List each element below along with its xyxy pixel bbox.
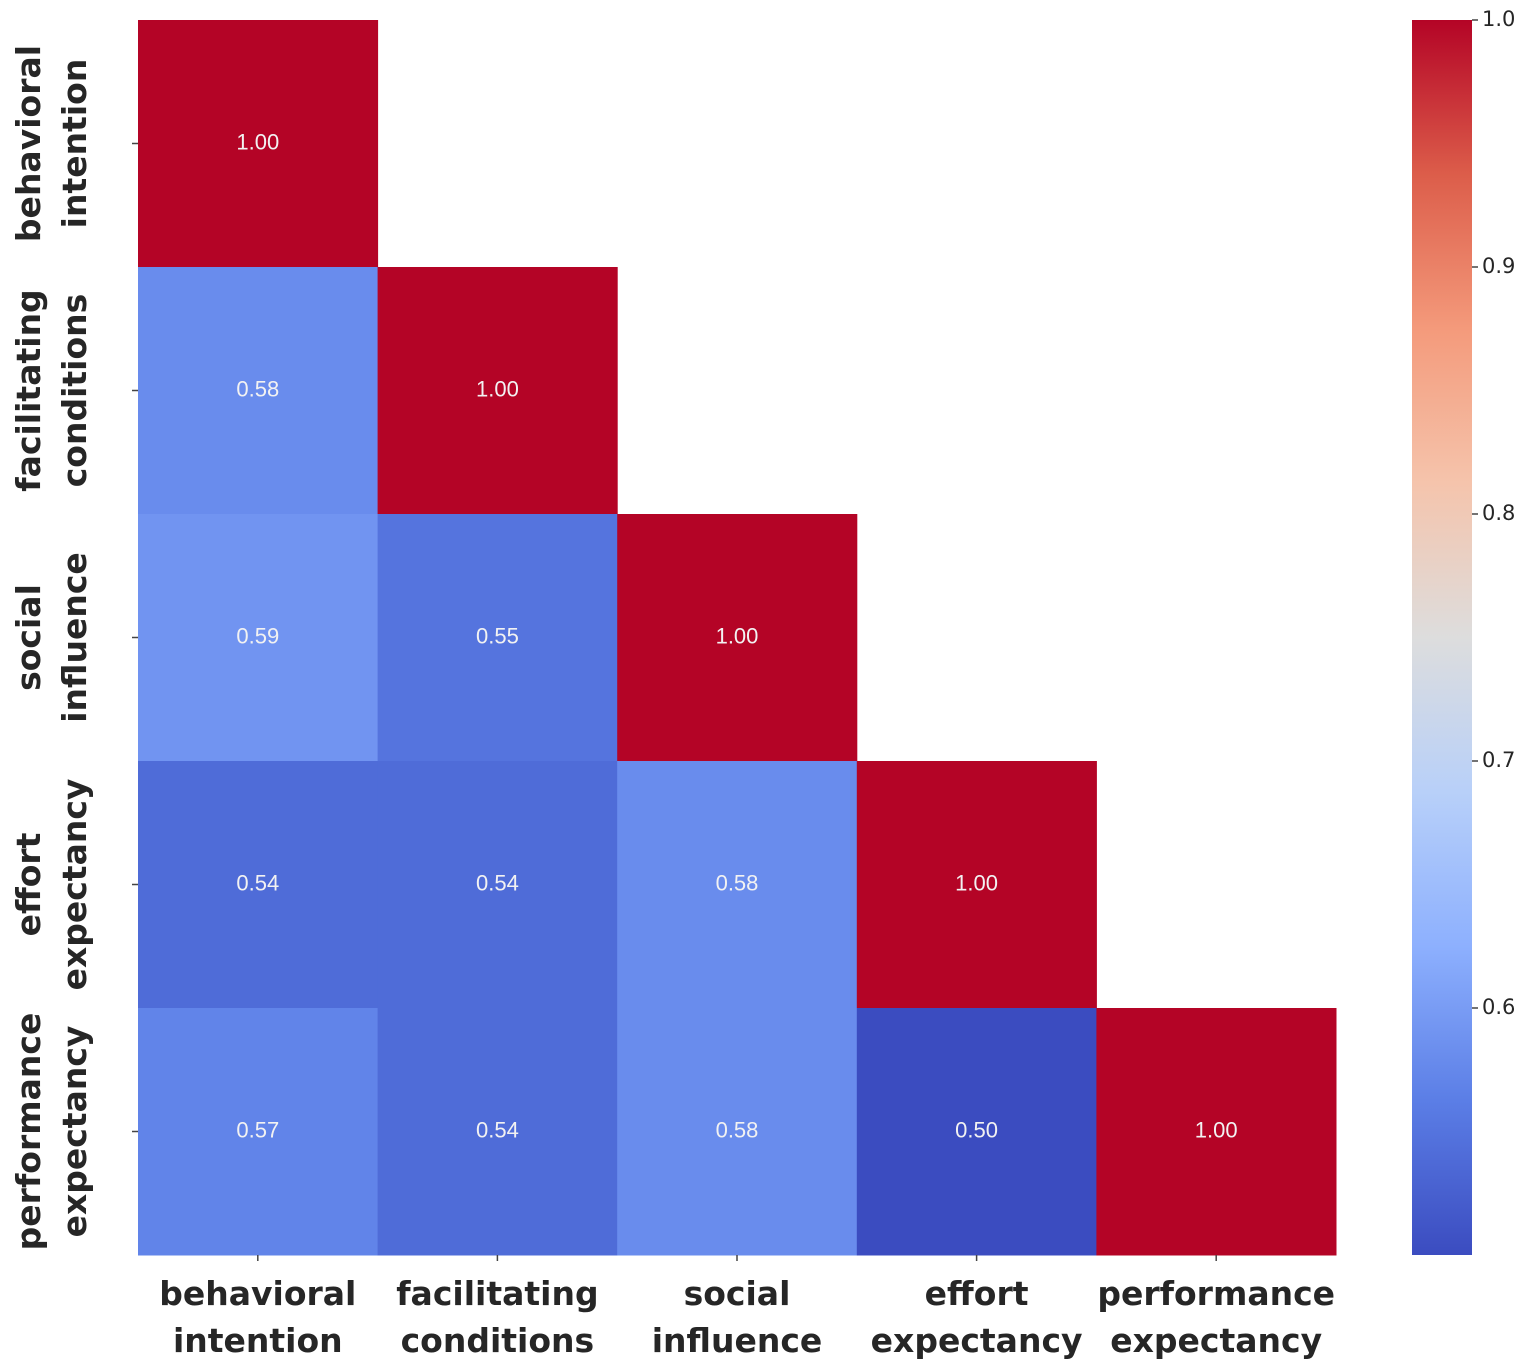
y-tick-label: conditions bbox=[55, 294, 94, 488]
heatmap-cell bbox=[138, 761, 379, 1009]
x-tick-label: conditions bbox=[401, 1321, 595, 1360]
colorbar bbox=[1412, 20, 1472, 1255]
heatmap-cell bbox=[377, 514, 618, 762]
colorbar-tick-label: 0.8 bbox=[1482, 501, 1515, 525]
y-tick-label: effort bbox=[9, 832, 48, 936]
y-tick-label: facilitating bbox=[9, 289, 48, 491]
heatmap-cells: 1.00 0.58 1.00 0.59 0.55 1.00 0.54 0.54 0.58 1.00… bbox=[138, 20, 1337, 1256]
colorbar-tick-label: 0.9 bbox=[1482, 254, 1515, 278]
cell-annotation: 0.54 bbox=[476, 1117, 519, 1142]
cell-annotation: 0.55 bbox=[476, 623, 519, 648]
y-tick-label: performance bbox=[9, 1013, 48, 1251]
x-tick-label: effort bbox=[925, 1274, 1029, 1313]
y-axis-labels: behavioral intention facilitating condition… bbox=[9, 45, 138, 1250]
cell-annotation: 1.00 bbox=[716, 623, 759, 648]
x-tick-label: influence bbox=[652, 1321, 823, 1360]
cell-annotation: 1.00 bbox=[955, 870, 998, 895]
cell-annotation: 0.58 bbox=[716, 1117, 759, 1142]
x-tick-label: intention bbox=[173, 1321, 343, 1360]
heatmap-cell bbox=[617, 514, 858, 762]
y-tick-label: expectancy bbox=[55, 1026, 94, 1238]
heatmap-cell bbox=[856, 1008, 1097, 1256]
colorbar-tick-label: 1.0 bbox=[1482, 7, 1515, 31]
y-tick-label: influence bbox=[55, 552, 94, 723]
y-tick-label: expectancy bbox=[55, 779, 94, 991]
cell-annotation: 0.57 bbox=[236, 1117, 279, 1142]
x-tick-label: expectancy bbox=[871, 1321, 1083, 1360]
heatmap-cell bbox=[138, 20, 379, 268]
y-tick-label: behavioral bbox=[9, 45, 48, 242]
x-tick-label: performance bbox=[1097, 1274, 1335, 1313]
cell-annotation: 0.54 bbox=[236, 870, 279, 895]
x-axis-labels: behavioral intention facilitating condition… bbox=[159, 1255, 1335, 1360]
x-tick-label: expectancy bbox=[1110, 1321, 1322, 1360]
x-tick-label: behavioral bbox=[159, 1274, 356, 1313]
colorbar-tick-label: 0.6 bbox=[1482, 995, 1515, 1019]
heatmap-cell bbox=[377, 1008, 618, 1256]
colorbar-tick-label: 0.7 bbox=[1482, 748, 1515, 772]
y-tick-label: intention bbox=[55, 59, 94, 229]
heatmap-cell bbox=[377, 761, 618, 1009]
heatmap-cell bbox=[377, 267, 618, 515]
heatmap-cell bbox=[138, 1008, 379, 1256]
cell-annotation: 1.00 bbox=[236, 129, 279, 154]
cell-annotation: 1.00 bbox=[476, 376, 519, 401]
cell-annotation: 1.00 bbox=[1195, 1117, 1238, 1142]
x-tick-label: facilitating bbox=[396, 1274, 598, 1313]
x-tick-label: social bbox=[684, 1274, 791, 1313]
cell-annotation: 0.54 bbox=[476, 870, 519, 895]
cell-annotation: 0.50 bbox=[955, 1117, 998, 1142]
heatmap-cell bbox=[138, 267, 379, 515]
heatmap-cell bbox=[138, 514, 379, 762]
y-tick-label: social bbox=[9, 584, 48, 691]
heatmap-cell bbox=[856, 761, 1097, 1009]
cell-annotation: 0.58 bbox=[716, 870, 759, 895]
cell-annotation: 0.59 bbox=[236, 623, 279, 648]
heatmap-cell bbox=[617, 1008, 858, 1256]
colorbar-ticks: 0.6 0.7 0.8 0.9 1.0 bbox=[1472, 7, 1515, 1019]
cell-annotation: 0.58 bbox=[236, 376, 279, 401]
heatmap-cell bbox=[1096, 1008, 1337, 1256]
heatmap-cell bbox=[617, 761, 858, 1009]
